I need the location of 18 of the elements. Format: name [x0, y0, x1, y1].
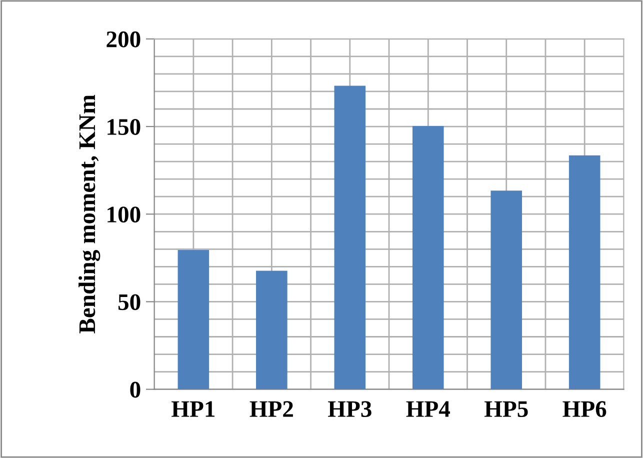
bar: [178, 250, 210, 390]
x-tick-label: HP6: [562, 401, 606, 418]
x-tick-label: HP5: [484, 401, 528, 418]
bar: [490, 190, 522, 390]
y-tick-label: 0: [130, 382, 140, 398]
y-tick-label: 100: [108, 206, 140, 223]
bar: [256, 270, 288, 390]
x-tick-label: HP4: [406, 401, 450, 417]
y-axis-title: Bending moment, KNm: [78, 94, 100, 334]
bar: [568, 155, 600, 390]
bar: [334, 86, 366, 390]
y-tick-label: 200: [106, 31, 140, 48]
y-tick-label: 150: [108, 119, 140, 135]
y-tick-label: 50: [118, 294, 140, 310]
x-tick-label: HP1: [172, 401, 215, 417]
x-tick-label: HP3: [328, 401, 372, 418]
bar: [412, 126, 444, 390]
x-tick-label: HP2: [250, 401, 293, 417]
